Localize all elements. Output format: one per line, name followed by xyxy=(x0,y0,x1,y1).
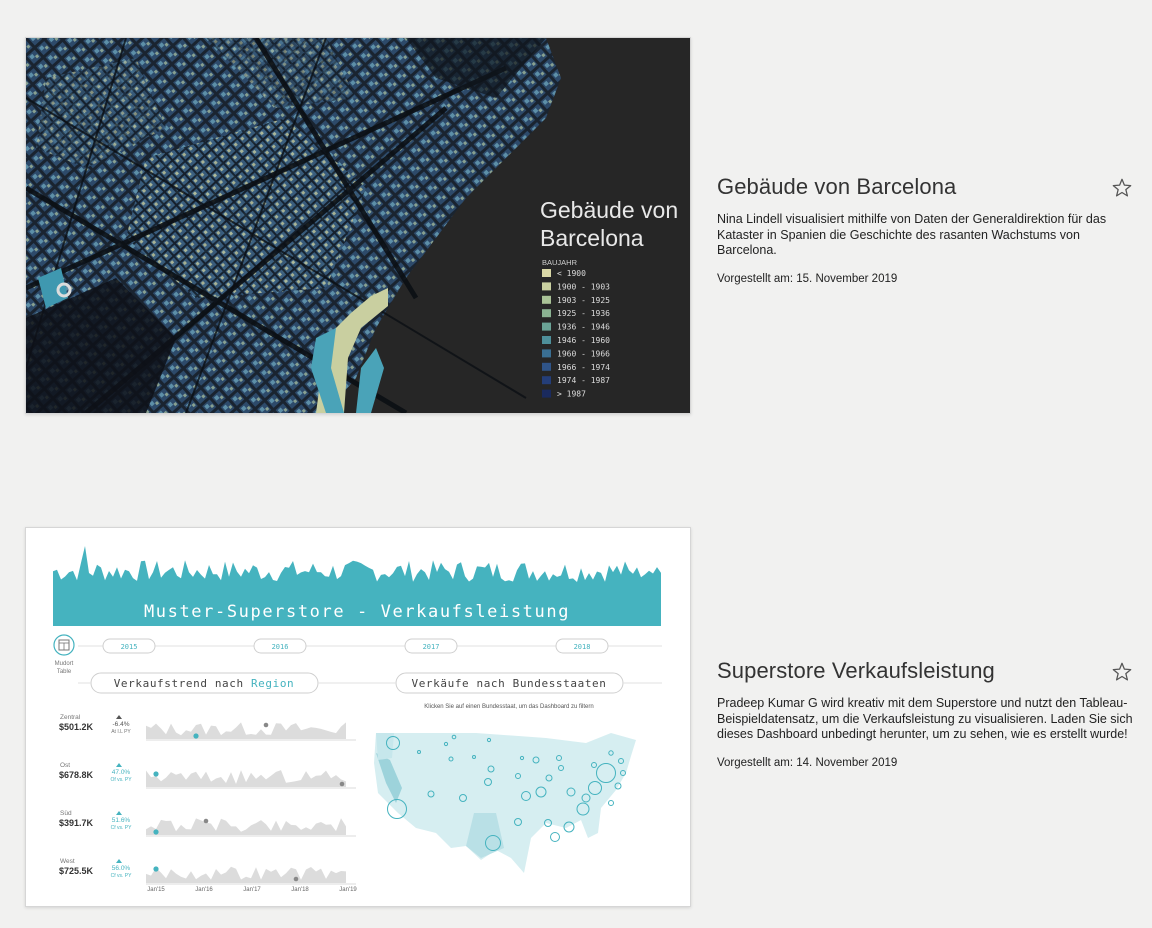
svg-text:2016: 2016 xyxy=(272,643,289,651)
viz1-info: Gebäude von Barcelona Nina Lindell visua… xyxy=(717,174,1142,287)
svg-text:> 1987: > 1987 xyxy=(557,390,586,399)
svg-text:2017: 2017 xyxy=(423,643,440,651)
svg-text:1960 - 1966: 1960 - 1966 xyxy=(557,349,610,358)
thumbnail-title-line2: Barcelona xyxy=(540,225,644,251)
svg-text:$391.7K: $391.7K xyxy=(59,818,94,828)
svg-text:1974 - 1987: 1974 - 1987 xyxy=(557,376,610,385)
icon-label-2: Table xyxy=(57,669,72,675)
map-hint: Klicken Sie auf einen Bundesstaat, um da… xyxy=(424,704,593,710)
favorite-star-icon[interactable] xyxy=(1111,177,1133,199)
region-row[interactable]: Ost$678.8K 47.0%Of vs. PY xyxy=(59,762,356,789)
svg-text:1946 - 1960: 1946 - 1960 xyxy=(557,336,610,345)
svg-text:Cf vs. PY: Cf vs. PY xyxy=(111,873,133,879)
year-legend: < 1900 1900 - 1903 1903 - 1925 1925 - 1936 1… xyxy=(542,269,610,399)
legend-entry: 1966 - 1974 xyxy=(542,362,610,372)
svg-text:1936 - 1946: 1936 - 1946 xyxy=(557,323,610,332)
favorite-star-icon[interactable] xyxy=(1111,661,1133,683)
legend-entry: 1936 - 1946 xyxy=(542,322,610,332)
svg-text:-6.4%: -6.4% xyxy=(113,721,130,728)
svg-text:West: West xyxy=(60,858,75,865)
axis-tick-label: Jan'17 xyxy=(243,887,261,893)
region-row[interactable]: West$725.5K 56.0%Cf vs. PY xyxy=(59,858,356,885)
svg-text:1903 - 1925: 1903 - 1925 xyxy=(557,296,610,305)
legend-entry: 1974 - 1987 xyxy=(542,376,610,385)
svg-text:At I.L PY: At I.L PY xyxy=(111,729,131,735)
year-filter-pill[interactable]: 2018 xyxy=(555,638,609,654)
svg-text:$678.8K: $678.8K xyxy=(59,770,94,780)
legend-entry: 1900 - 1903 xyxy=(542,282,610,291)
svg-text:47.0%: 47.0% xyxy=(112,769,131,776)
section-trend-header: Verkaufstrend nach Region xyxy=(114,677,295,690)
region-row[interactable]: Zentral$501.2K -6.4%At I.L PY xyxy=(59,714,356,741)
axis-tick-label: Jan'19 xyxy=(339,887,357,893)
svg-text:Of vs. PY: Of vs. PY xyxy=(110,777,132,783)
svg-text:< 1900: < 1900 xyxy=(557,269,586,278)
legend-entry: 1925 - 1936 xyxy=(542,309,610,318)
svg-text:$501.2K: $501.2K xyxy=(59,722,94,732)
legend-entry: 1960 - 1966 xyxy=(542,349,610,358)
legend-entry: < 1900 xyxy=(542,269,586,278)
barcelona-map-image: Gebäude von Barcelona BAUJAHR < 1900 1900… xyxy=(26,38,678,413)
legend-entry: 1946 - 1960 xyxy=(542,336,610,345)
us-states-map[interactable] xyxy=(374,733,636,873)
svg-text:1966 - 1974: 1966 - 1974 xyxy=(557,363,610,372)
superstore-thumbnail[interactable]: Muster-Superstore - Verkaufsleistung Mud… xyxy=(25,527,691,907)
year-filter-pill[interactable]: 2016 xyxy=(253,638,307,654)
svg-text:$725.5K: $725.5K xyxy=(59,866,94,876)
calendar-grid-icon[interactable] xyxy=(53,634,75,656)
viz2-info: Superstore Verkaufsleistung Pradeep Kuma… xyxy=(717,658,1142,771)
svg-text:Cf vs. PY: Cf vs. PY xyxy=(111,825,133,831)
legend-title: BAUJAHR xyxy=(542,258,578,267)
svg-text:1900 - 1903: 1900 - 1903 xyxy=(557,282,610,291)
svg-text:2018: 2018 xyxy=(574,643,591,651)
axis-tick-label: Jan'16 xyxy=(195,887,213,893)
svg-text:Ost: Ost xyxy=(60,762,70,769)
axis-tick-label: Jan'15 xyxy=(147,887,165,893)
barcelona-thumbnail[interactable]: Gebäude von Barcelona BAUJAHR < 1900 1900… xyxy=(25,37,691,414)
viz2-description: Pradeep Kumar G wird kreativ mit dem Sup… xyxy=(717,696,1133,741)
thumbnail-title-line1: Gebäude von xyxy=(540,197,678,223)
legend-entry: 1903 - 1925 xyxy=(542,295,610,305)
svg-text:51.6%: 51.6% xyxy=(112,817,131,824)
viz1-date: Vorgestellt am: 15. November 2019 xyxy=(717,272,898,285)
viz1-title[interactable]: Gebäude von Barcelona xyxy=(717,174,957,199)
region-row[interactable]: Süd$391.7K 51.6%Cf vs. PY xyxy=(59,810,356,837)
year-filter-pill[interactable]: 2015 xyxy=(102,638,156,654)
svg-text:56.0%: 56.0% xyxy=(112,865,131,872)
svg-text:Zentral: Zentral xyxy=(60,714,81,721)
icon-label-1: Mudort xyxy=(55,661,74,667)
viz1-description: Nina Lindell visualisiert mithilfe von D… xyxy=(717,212,1107,257)
legend-entry: > 1987 xyxy=(542,389,586,399)
svg-text:1925 - 1936: 1925 - 1936 xyxy=(557,309,610,318)
year-filter-pill[interactable]: 2017 xyxy=(404,638,458,654)
axis-tick-label: Jan'18 xyxy=(291,887,309,893)
svg-text:2015: 2015 xyxy=(121,643,138,651)
section-map-header: Verkäufe nach Bundesstaaten xyxy=(411,677,606,690)
svg-text:Süd: Süd xyxy=(60,810,72,817)
sales-spike-banner xyxy=(53,546,661,592)
viz2-title[interactable]: Superstore Verkaufsleistung xyxy=(717,658,995,683)
dashboard-banner-title: Muster-Superstore - Verkaufsleistung xyxy=(144,602,570,622)
viz2-date: Vorgestellt am: 14. November 2019 xyxy=(717,756,898,769)
state-sales-bubbles[interactable] xyxy=(386,734,626,851)
superstore-dashboard-image: Muster-Superstore - Verkaufsleistung Mud… xyxy=(53,546,662,893)
